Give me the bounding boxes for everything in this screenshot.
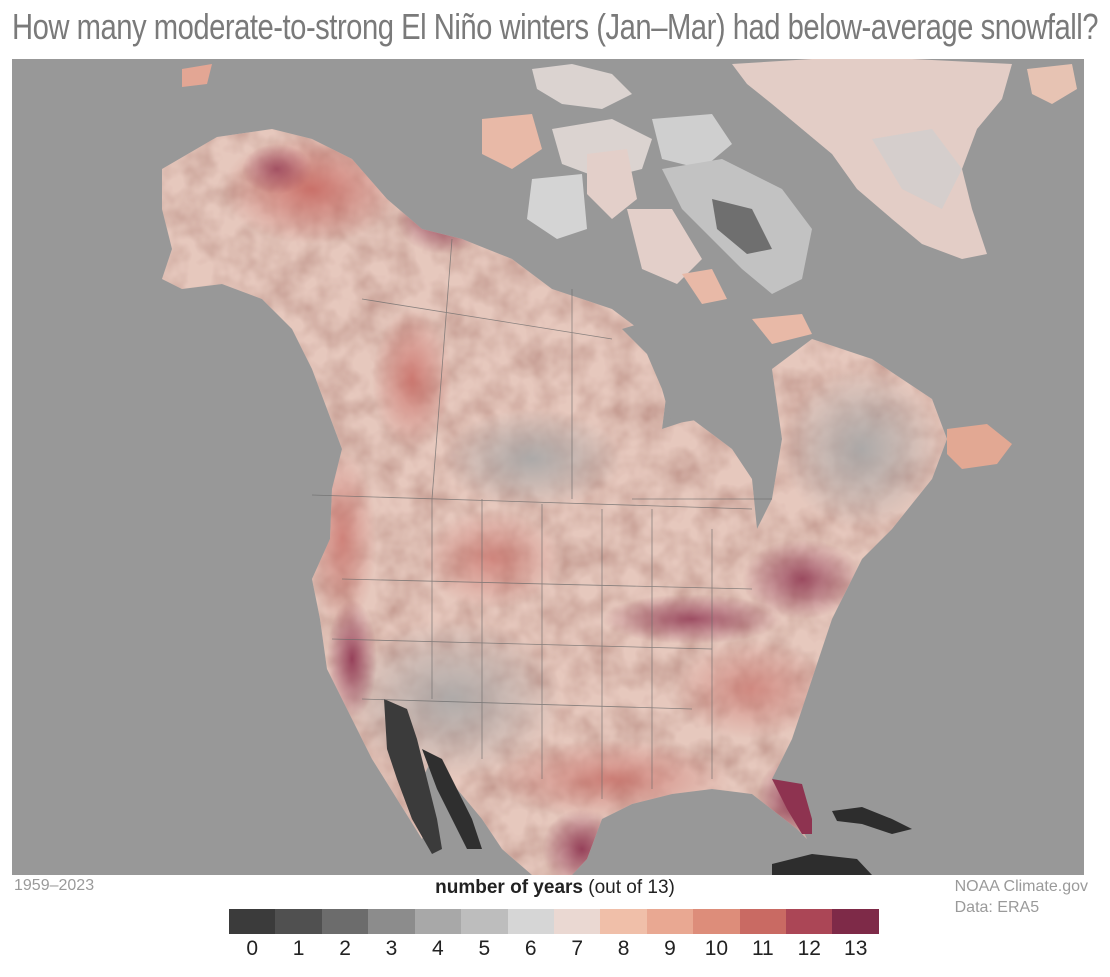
- legend-tick-label: 10: [704, 937, 729, 960]
- legend-tick-label: 8: [617, 937, 630, 960]
- legend-tick-label: 3: [385, 937, 398, 960]
- legend-tick-label: 13: [844, 937, 868, 960]
- legend-swatch: [229, 909, 276, 934]
- legend-ticks: 0 1 2 3 4 5 6 7 8 9 10 11 12 13: [229, 937, 879, 967]
- newfoundland: [947, 424, 1012, 469]
- legend-tick-label: 6: [524, 937, 537, 960]
- legend-swatch: [368, 909, 415, 934]
- credit-data: Data: ERA5: [954, 899, 1040, 916]
- small-island-ne: [1027, 64, 1077, 104]
- legend-color-bar: [229, 909, 879, 934]
- legend-swatch: [786, 909, 833, 934]
- legend-swatch: [414, 909, 462, 934]
- legend-tick-label: 5: [478, 937, 491, 960]
- legend-tick-label: 9: [664, 937, 676, 960]
- legend-title-bold: number of years: [435, 877, 583, 898]
- legend-tick-label: 11: [751, 937, 774, 960]
- legend-swatch: [275, 909, 322, 934]
- map-svg: [12, 59, 1084, 875]
- snowfall-map: [12, 59, 1084, 875]
- legend-swatch: [507, 909, 554, 934]
- legend-tick-label: 4: [432, 937, 444, 960]
- legend-swatch: [832, 909, 879, 934]
- mexico-west-coast: [422, 749, 482, 849]
- credit-source: NOAA Climate.gov: [954, 878, 1088, 895]
- legend-swatch: [693, 909, 740, 934]
- legend-swatch: [600, 909, 647, 934]
- legend-tick-label: 12: [797, 937, 821, 960]
- greenland-cool-patch: [872, 129, 962, 209]
- baja-california: [384, 699, 442, 854]
- page-title: How many moderate-to-strong El Niño wint…: [12, 6, 1099, 47]
- legend-tick-label: 1: [292, 937, 305, 960]
- borders: [311, 238, 772, 799]
- florida: [772, 779, 812, 834]
- legend-swatch: [739, 909, 787, 934]
- legend-swatch: [321, 909, 369, 934]
- arctic-islands: [182, 64, 812, 344]
- legend-tick-label: 7: [571, 937, 583, 960]
- legend-swatch: [461, 909, 508, 934]
- hudson-bay: [622, 314, 757, 429]
- date-range: 1959–2023: [14, 877, 95, 894]
- legend-tick-label: 0: [246, 937, 259, 960]
- yucatan: [772, 854, 872, 875]
- legend-title: number of years (out of 13): [0, 877, 1110, 899]
- legend-swatch: [646, 909, 694, 934]
- legend-tick-label: 2: [339, 937, 351, 960]
- legend-title-rest: (out of 13): [582, 877, 675, 898]
- legend-swatch: [553, 909, 601, 934]
- cuba: [832, 807, 912, 834]
- credits: NOAA Climate.gov Data: ERA5: [955, 876, 1088, 918]
